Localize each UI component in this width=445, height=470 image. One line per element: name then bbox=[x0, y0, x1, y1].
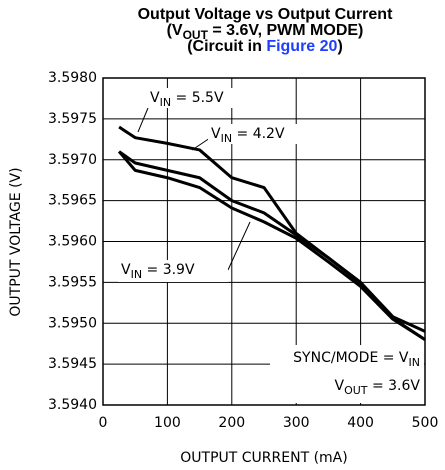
chart-subtitle: (Circuit in Figure 20) bbox=[187, 38, 343, 55]
x-axis-label: OUTPUT CURRENT (mA) bbox=[180, 450, 347, 466]
label-bg bbox=[208, 124, 308, 144]
y-tick-label: 3.5980 bbox=[48, 70, 97, 86]
x-tick-label: 200 bbox=[218, 415, 245, 431]
label-bg bbox=[118, 260, 228, 282]
annotation: VIN = 3.9V bbox=[121, 262, 195, 281]
plot-frame bbox=[102, 77, 426, 406]
y-tick-label: 3.5940 bbox=[48, 397, 97, 413]
y-tick-label: 3.5960 bbox=[48, 234, 97, 250]
annotation: VIN = 4.2V bbox=[211, 126, 285, 145]
y-tick-label: 3.5955 bbox=[48, 274, 97, 290]
series-line bbox=[118, 125, 426, 341]
y-axis-label: OUTPUT VOLTAGE (V) bbox=[8, 167, 24, 316]
annotation: SYNC/MODE = VIN bbox=[293, 350, 420, 369]
y-tick-label: 3.5970 bbox=[48, 152, 97, 168]
x-tick-label: 0 bbox=[99, 415, 108, 431]
x-tick-label: 100 bbox=[154, 415, 181, 431]
annotation: VIN = 5.5V bbox=[150, 90, 224, 109]
x-tick-label: 400 bbox=[347, 415, 374, 431]
leader bbox=[137, 107, 149, 133]
annotations: VIN = 5.5V VIN = 4.2V VIN = 3.9V SYNC/MO… bbox=[118, 88, 424, 403]
label-bg bbox=[147, 88, 247, 108]
leader bbox=[227, 221, 251, 271]
series-line bbox=[118, 150, 426, 333]
label-bg bbox=[270, 345, 424, 403]
x-tick-label: 300 bbox=[283, 415, 310, 431]
y-tick-label: 3.5975 bbox=[48, 111, 97, 127]
series-line bbox=[117, 150, 426, 341]
chart-title: Output Voltage vs Output Current bbox=[138, 6, 393, 23]
annotation: VOUT = 3.6V bbox=[335, 378, 421, 397]
y-tick-label: 3.5965 bbox=[48, 193, 97, 209]
x-tick-label: 500 bbox=[412, 415, 439, 431]
leader bbox=[191, 137, 211, 151]
y-tick-label: 3.5945 bbox=[48, 356, 97, 372]
chart-subtitle: (VOUT = 3.6V, PWM MODE) bbox=[167, 22, 364, 42]
y-tick-label: 3.5950 bbox=[48, 315, 97, 331]
